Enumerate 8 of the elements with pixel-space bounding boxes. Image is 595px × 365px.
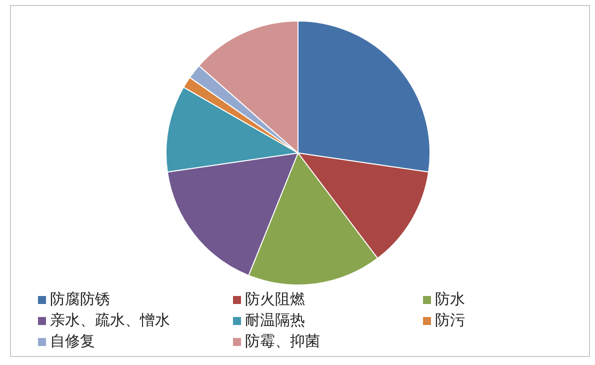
legend-label: 防水 (435, 290, 465, 309)
legend-label: 自修复 (50, 332, 95, 351)
legend-label: 防污 (435, 311, 465, 330)
legend-label: 亲水、疏水、憎水 (50, 311, 170, 330)
legend-label: 防腐防锈 (50, 290, 110, 309)
legend-label: 防火阻燃 (245, 290, 305, 309)
legend-label: 耐温隔热 (245, 311, 305, 330)
legend-label: 防霉、抑菌 (245, 332, 320, 351)
